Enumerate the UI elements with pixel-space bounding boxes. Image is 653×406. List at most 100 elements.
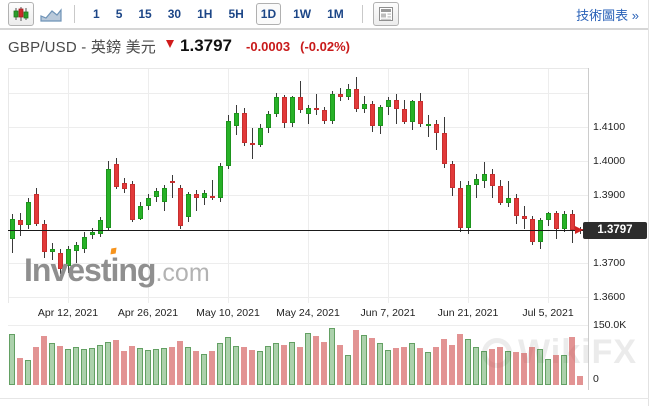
candle-body [106,169,111,228]
candle-body [98,220,103,234]
area-chart-button[interactable] [38,2,64,26]
technical-chart-link[interactable]: 技術圖表 » [576,7,639,23]
volume-bar [489,349,495,385]
candle-body [178,188,183,226]
volume-bar [505,351,511,385]
candle-body [498,186,503,203]
volume-bar [569,337,575,385]
current-price-line [8,230,588,231]
candle-body [506,198,511,203]
volume-bar [201,354,207,385]
date-gridline [388,68,389,303]
candle-body [74,245,79,251]
candle-body [82,237,87,249]
candle-body [474,179,479,185]
area-chart-icon [40,7,62,22]
x-axis-label: Apr 12, 2021 [37,307,99,319]
last-price: 1.3797 [180,36,233,55]
volume-bar [297,347,303,385]
volume-bar [457,334,463,385]
candle-body [306,108,311,114]
volume-bar [89,348,95,385]
candle-body [42,224,47,252]
timeframe-1h[interactable]: 1H [193,4,216,24]
candle-wick [436,120,437,150]
candle-wick [196,190,197,211]
candle-body [258,128,263,145]
volume-bar [113,340,119,385]
y-axis-label: 1.3700 [593,257,626,269]
timeframe-1d[interactable]: 1D [255,3,282,25]
current-price-tag: 1.3797 [583,222,647,239]
news-panel-button[interactable] [372,2,399,26]
price-gridline [8,195,588,196]
volume-bar [265,346,271,385]
candle-body [458,188,463,228]
candle-body [170,181,175,183]
volume-bar [185,347,191,385]
candle-body [554,213,559,229]
candle-body [50,249,55,252]
candle-body [10,219,15,239]
volume-bar [169,347,175,385]
candle-body [210,196,215,198]
volume-bar [561,355,567,385]
volume-bar [257,351,263,385]
volume-bar [73,347,79,385]
candle-wick [396,94,397,124]
volume-bar [361,335,367,385]
volume-bar [145,350,151,385]
candle-body [330,94,335,121]
candle-body [570,214,575,230]
volume-bar [177,341,183,385]
price-gridline [8,263,588,264]
price-gridline [8,93,588,94]
volume-bar [345,355,351,385]
volume-bar [105,342,111,385]
candlestick-chart-button[interactable] [8,2,34,26]
candle-body [298,97,303,110]
volume-bar [465,339,471,385]
candle-body [186,194,191,217]
timeframe-1w[interactable]: 1W [289,4,315,24]
price-gridline [8,297,588,298]
candle-wick [172,175,173,198]
candle-body [490,174,495,186]
toolbar-divider [361,5,363,23]
timeframe-5[interactable]: 5 [112,4,127,24]
candle-body [354,89,359,109]
candle-body [410,101,415,122]
timeframe-group: 1 5 15 30 1H 5H 1D 1W 1M [85,3,352,25]
current-price-arrow-icon [575,226,583,234]
timeframe-1m[interactable]: 1M [323,4,348,24]
volume-axis-label: 0 [593,373,599,385]
x-axis-label: May 24, 2021 [276,307,340,319]
volume-bar [249,350,255,385]
volume-bar [9,334,15,385]
date-gridline [308,68,309,303]
timeframe-15[interactable]: 15 [134,4,155,24]
volume-bar [289,342,295,385]
widget-bottom-border [0,398,649,399]
volume-bar [49,343,55,385]
timeframe-1[interactable]: 1 [89,4,104,24]
timeframe-30[interactable]: 30 [164,4,185,24]
volume-bar [353,330,359,385]
volume-bar [449,345,455,385]
volume-bar [385,350,391,385]
timeframe-5h[interactable]: 5H [224,4,247,24]
volume-bar [209,351,215,385]
candle-body [154,191,159,197]
candle-body [482,174,487,181]
volume-bar [393,348,399,385]
candle-body [466,185,471,228]
volume-bar [433,347,439,385]
volume-bar [241,347,247,385]
volume-bar [97,345,103,385]
instrument-name: GBP/USD - 英鎊 美元 [8,38,157,56]
volume-bar [441,339,447,385]
x-axis-label: Jun 7, 2021 [360,307,416,319]
volume-bar [377,343,383,385]
